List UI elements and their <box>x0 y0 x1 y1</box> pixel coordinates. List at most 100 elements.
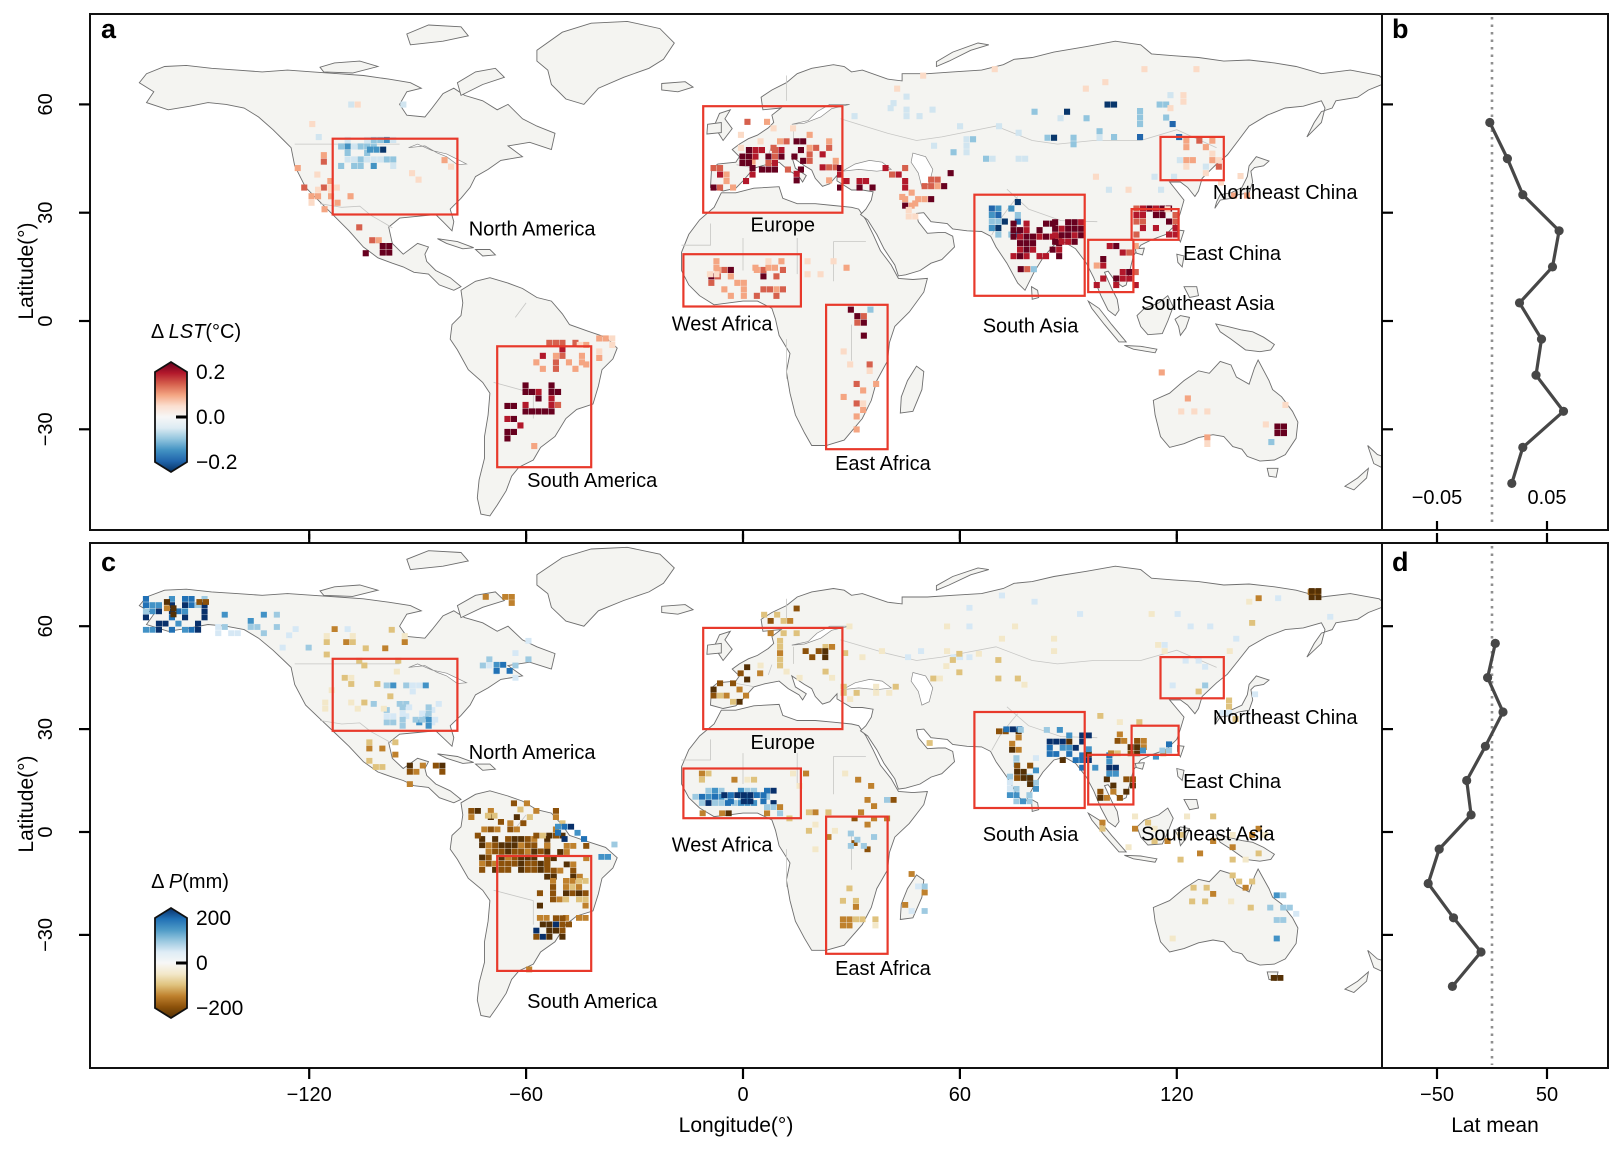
colorbar-precip-tick-label: 0 <box>196 952 208 975</box>
colorbar-lst-tick-label: 0.0 <box>196 406 225 429</box>
region-box-northeast-china <box>1159 655 1225 700</box>
panel-d-data-point--35 <box>1476 947 1486 957</box>
region-box-east-china <box>1130 724 1180 757</box>
lat-tick-label: 0 <box>35 315 57 326</box>
colorbar-precip-tick-label: −200 <box>196 997 243 1020</box>
region-label-europe: Europe <box>751 732 816 754</box>
region-label-east-africa: East Africa <box>835 453 931 475</box>
panel-b-data-point-35 <box>1518 190 1528 200</box>
lakes <box>408 104 934 188</box>
region-box-east-africa <box>824 303 889 451</box>
panel-d-xtick-label: 50 <box>1536 1084 1558 1106</box>
panel-d-data-point-15 <box>1462 775 1472 786</box>
colorbar-precip-tick-label: 200 <box>196 907 231 930</box>
region-label-south-asia: South Asia <box>983 316 1080 338</box>
region-box-southeast-asia <box>1087 238 1135 294</box>
region-box-east-china <box>1130 208 1180 241</box>
colorbar-lst-title: Δ LST(°C) <box>150 321 242 343</box>
lakes <box>408 625 934 706</box>
lat-tick-label: −30 <box>35 412 57 446</box>
panel-a-data-cells <box>294 66 1289 450</box>
panel-b-data-point--45 <box>1507 478 1517 488</box>
region-box-north-america <box>331 137 459 216</box>
region-label-east-africa: East Africa <box>835 958 931 980</box>
panel-b-data-point--25 <box>1558 406 1569 416</box>
axis-title-lat-mean: Lat mean <box>1451 1114 1539 1137</box>
region-box-west-africa <box>682 253 803 308</box>
panel-c-data-cells <box>142 588 1334 981</box>
panel-a-regions: North America Europe West Africa East Afric… <box>331 105 1358 492</box>
lon-tick-label: 120 <box>1160 1084 1193 1106</box>
region-label-south-america: South America <box>527 470 658 492</box>
region-box-south-america <box>496 854 593 973</box>
region-box-northeast-china <box>1159 135 1225 182</box>
axis-title-latitude-top: Latitude(°) <box>15 222 38 320</box>
region-label-west-africa: West Africa <box>672 834 774 856</box>
lat-tick-label: 60 <box>35 615 57 637</box>
panel-d-data-point--45 <box>1447 981 1457 992</box>
region-box-north-america <box>331 657 459 732</box>
panel-letter-c: c <box>101 547 117 577</box>
panel-b-data-point--5 <box>1536 334 1547 344</box>
panel-b-data-point-5 <box>1514 298 1525 308</box>
lat-tick-label: 60 <box>35 93 57 115</box>
lon-tick-label: 0 <box>737 1084 748 1106</box>
panel-d-data-point--25 <box>1448 913 1459 923</box>
axis-title-latitude-bottom: Latitude(°) <box>15 755 38 853</box>
region-box-south-asia <box>973 710 1086 810</box>
panel-letter-d: d <box>1392 547 1409 577</box>
lat-tick-label: 30 <box>35 202 57 224</box>
panel-d-data-point-55 <box>1490 638 1500 649</box>
panel-d-data-point--15 <box>1423 878 1433 889</box>
region-box-europe <box>702 105 844 214</box>
panel-b-data-point-45 <box>1502 154 1512 164</box>
region-label-north-america: North America <box>469 742 597 764</box>
region-label-east-china: East China <box>1183 771 1282 793</box>
colorbar-precip-title: Δ P(mm) <box>151 871 229 893</box>
lat-tick-label: 30 <box>35 718 57 740</box>
lat-tick-label: 0 <box>35 826 57 837</box>
region-label-south-asia: South Asia <box>983 824 1080 846</box>
region-label-north-america: North America <box>469 219 597 241</box>
panel-b-border <box>1381 13 1609 531</box>
colorbar-lst <box>154 360 188 474</box>
panel-d-data-point-5 <box>1466 810 1476 820</box>
panel-d-border <box>1381 542 1609 1069</box>
region-label-europe: Europe <box>751 215 816 237</box>
region-box-southeast-asia <box>1087 753 1135 806</box>
panel-d-data-point-45 <box>1483 673 1493 683</box>
region-box-west-africa <box>682 767 803 820</box>
panel-b-data-point--15 <box>1531 370 1541 380</box>
region-box-east-africa <box>824 815 889 955</box>
colorbar-precip <box>154 906 188 1020</box>
colorbar-lst-tick-label: −0.2 <box>196 451 237 474</box>
lon-tick-label: 60 <box>949 1084 971 1106</box>
region-box-south-asia <box>973 193 1086 297</box>
panel-a-map: North America Europe West Africa East Afric… <box>90 14 1382 530</box>
panel-d-data-point--5 <box>1434 844 1444 854</box>
region-label-northeast-china: Northeast China <box>1213 182 1358 204</box>
panel-b-data-point-15 <box>1547 262 1558 272</box>
panel-c-map: North America Europe West Africa East Afric… <box>90 543 1382 1068</box>
region-label-southeast-asia: Southeast Asia <box>1141 824 1275 846</box>
region-label-east-china: East China <box>1183 243 1282 265</box>
region-box-south-america <box>496 345 593 469</box>
panel-c-regions: North America Europe West Africa East Afric… <box>331 626 1358 1013</box>
panel-letter-a: a <box>101 14 117 44</box>
colorbar-lst-tick-label: 0.2 <box>196 361 225 384</box>
panel-letter-b: b <box>1392 14 1409 44</box>
region-label-northeast-china: Northeast China <box>1213 707 1358 729</box>
panel-d-data-point-35 <box>1498 707 1508 717</box>
lon-tick-label: −120 <box>287 1084 332 1106</box>
region-label-south-america: South America <box>527 991 658 1013</box>
panel-b-data-point--35 <box>1518 442 1528 452</box>
lat-tick-label: −30 <box>35 918 57 952</box>
panel-d-xtick-label: −50 <box>1420 1084 1454 1106</box>
panel-d-data-point-25 <box>1480 741 1490 751</box>
panel-b-data-point-55 <box>1485 117 1495 128</box>
region-label-west-africa: West Africa <box>672 314 774 336</box>
region-box-europe <box>702 626 844 731</box>
lon-tick-label: −60 <box>509 1084 543 1106</box>
